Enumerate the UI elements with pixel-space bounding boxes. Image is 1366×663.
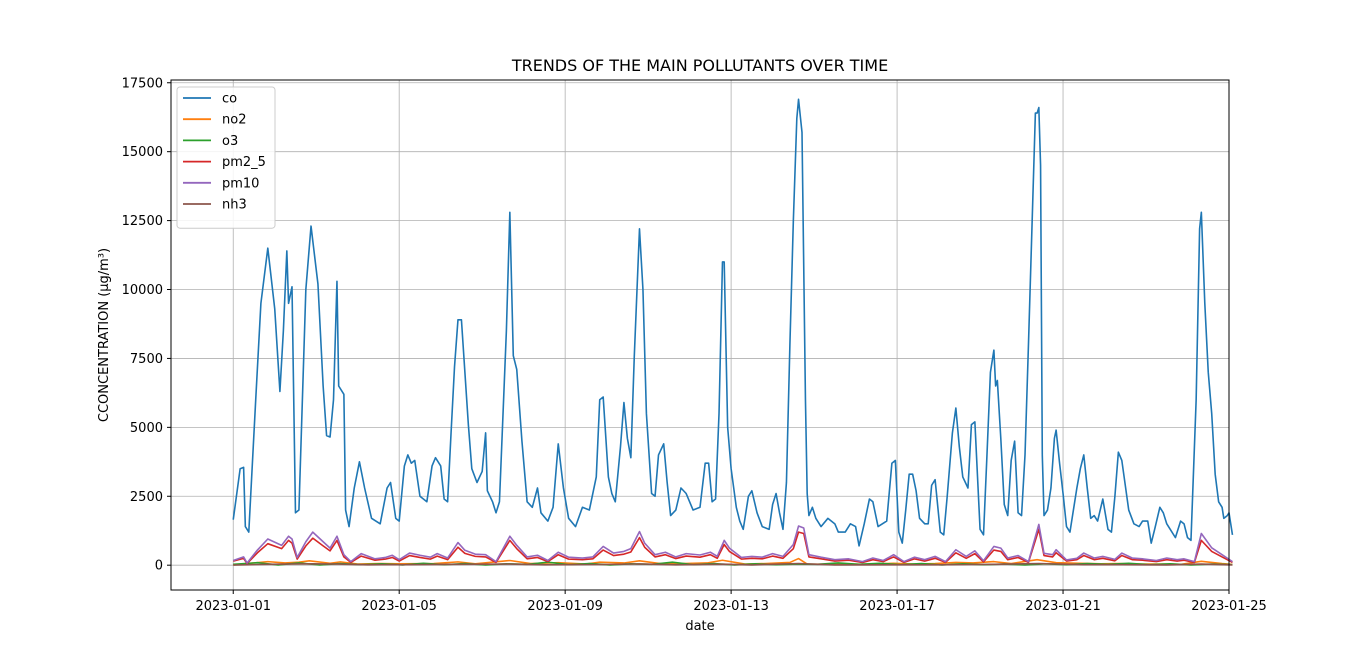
legend-label-no2: no2 — [222, 113, 246, 128]
y-tick-label: 15000 — [122, 145, 163, 160]
y-tick-label: 12500 — [122, 214, 163, 229]
x-tick-label: 2023-01-09 — [527, 599, 603, 614]
y-tick-label: 7500 — [130, 352, 163, 367]
x-tick-label: 2023-01-05 — [361, 599, 437, 614]
legend-label-pm2_5: pm2_5 — [222, 155, 266, 170]
series-line-pm10 — [232, 523, 1233, 564]
series-line-nh3 — [233, 562, 1233, 566]
plot-background — [171, 80, 1229, 590]
x-tick-label: 2023-01-17 — [859, 599, 935, 614]
legend-label-o3: o3 — [222, 134, 238, 149]
series-line-pm2_5 — [233, 528, 1233, 565]
x-tick-label: 2023-01-25 — [1191, 599, 1267, 614]
series-lines — [232, 98, 1234, 566]
series-line-co — [232, 98, 1234, 547]
y-tick-label: 2500 — [130, 490, 163, 505]
grid — [171, 80, 1230, 590]
plot-area — [170, 79, 1234, 591]
legend: co no2 o3 pm2_5 pm10 nh3 — [176, 86, 276, 229]
legend-label-co: co — [222, 92, 237, 107]
chart-title: TRENDS OF THE MAIN POLLUTANTS OVER TIME — [511, 56, 888, 75]
y-axis-title: CCONCENTRATION (µg/m³) — [97, 248, 112, 422]
y-tick-label: 10000 — [122, 283, 163, 298]
legend-label-nh3: nh3 — [222, 198, 247, 213]
y-tick-label: 5000 — [130, 421, 163, 436]
x-tick-label: 2023-01-13 — [693, 599, 769, 614]
x-tick-label: 2023-01-01 — [195, 599, 271, 614]
y-tick-label: 0 — [155, 559, 163, 574]
x-tick-label: 2023-01-21 — [1025, 599, 1101, 614]
legend-box — [176, 86, 276, 229]
legend-label-pm10: pm10 — [222, 176, 259, 191]
y-axis: 0 2500 5000 7500 10000 12500 15000 17500 — [122, 76, 171, 574]
x-axis: 2023-01-01 2023-01-05 2023-01-09 2023-01-13… — [195, 590, 1267, 614]
y-tick-label: 17500 — [122, 76, 163, 91]
plot-frame — [170, 79, 1230, 591]
x-axis-title: date — [685, 619, 714, 634]
